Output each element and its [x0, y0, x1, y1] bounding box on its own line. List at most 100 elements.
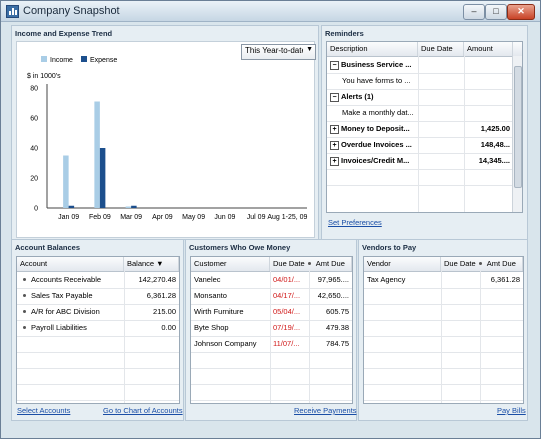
customer-row[interactable]: Wirth Furniture 05/04/... 605.75	[191, 304, 352, 321]
reminder-row[interactable]: − Business Service ...	[327, 57, 522, 74]
reminder-due-date	[418, 137, 464, 153]
panel-title: Vendors to Pay	[362, 243, 417, 252]
grid-header: Description Due Date Amount	[327, 42, 522, 57]
amt-due-label: Amt Due	[486, 259, 516, 268]
bar-income-2	[125, 206, 132, 208]
reminder-amount-text: 148,48...	[480, 140, 510, 149]
expand-icon[interactable]: +	[330, 124, 339, 134]
vendor-name: Tax Agency	[364, 272, 441, 288]
reminder-row[interactable]: You have forms to ...	[327, 73, 522, 90]
reminder-amount	[464, 89, 513, 105]
x-tick-label: Jun 09	[214, 214, 235, 221]
account-row[interactable]: Sales Tax Payable 6,361.28	[17, 288, 179, 305]
pay-bills-link[interactable]: Pay Bills	[497, 406, 526, 415]
col-due-date[interactable]: Due Date	[418, 42, 464, 56]
bar-expense-1	[99, 148, 106, 208]
maximize-button[interactable]: □	[485, 4, 507, 20]
grid-header: Customer Due Date Amt Due	[191, 257, 352, 272]
col-vendor[interactable]: Vendor	[364, 257, 441, 271]
account-row[interactable]: Accounts Receivable 142,270.48	[17, 272, 179, 289]
expand-icon[interactable]: +	[330, 156, 339, 166]
customer-name: Vanelec	[191, 272, 270, 288]
col-balance[interactable]: Balance ▼	[124, 257, 179, 271]
account-row[interactable]: Payroll Liabilities 0.00	[17, 320, 179, 337]
reminder-amount-text: 14,345....	[478, 156, 510, 165]
x-tick-label: Feb 09	[89, 214, 111, 221]
collapse-icon[interactable]: −	[330, 60, 339, 70]
reminder-row[interactable]: Make a monthly dat...	[327, 105, 522, 122]
bar-income-1	[94, 101, 100, 208]
reminders-scrollbar[interactable]	[512, 56, 522, 212]
customer-name-text: Johnson Company	[194, 339, 257, 348]
sort-dot-icon	[307, 262, 311, 266]
set-preferences-link[interactable]: Set Preferences	[328, 218, 382, 227]
vendor-row	[364, 384, 523, 401]
scroll-thumb[interactable]	[514, 66, 522, 188]
account-row	[17, 352, 179, 369]
vendors-grid: Vendor Due Date Amt Due Tax Agency 6,361.2…	[363, 256, 524, 404]
customer-amt-due-text: 784.75	[326, 339, 349, 348]
minimize-button[interactable]: –	[463, 4, 485, 20]
income-expense-chart: Income Expense $ in 1000's 80 60 40 20 0 Jan 09 F…	[16, 41, 315, 238]
customer-name-text: Monsanto	[194, 291, 227, 300]
col-due-amt[interactable]: Due Date Amt Due	[441, 257, 523, 271]
select-accounts-link[interactable]: Select Accounts	[17, 406, 71, 415]
col-account[interactable]: Account	[17, 257, 124, 271]
receive-payments-link[interactable]: Receive Payments	[294, 406, 357, 415]
customer-row	[191, 352, 352, 369]
reminder-due-date	[418, 121, 464, 137]
y-tick-label: 20	[30, 176, 38, 183]
reminder-due-date	[418, 73, 464, 89]
reminder-row[interactable]: + Money to Deposit... 1,425.00	[327, 121, 522, 138]
account-row[interactable]: A/R for ABC Division 215.00	[17, 304, 179, 321]
customer-name: Monsanto	[191, 288, 270, 304]
customer-row[interactable]: Vanelec 04/01/... 97,965....	[191, 272, 352, 289]
vendor-row	[364, 304, 523, 321]
panel-title: Customers Who Owe Money	[189, 243, 291, 252]
vendor-row[interactable]: Tax Agency 6,361.28	[364, 272, 523, 289]
customer-row	[191, 368, 352, 385]
panel-title: Account Balances	[15, 243, 81, 252]
col-customer[interactable]: Customer	[191, 257, 270, 271]
customer-due-date: 04/01/...	[270, 272, 309, 288]
x-tick-label: Jan 09	[58, 214, 79, 221]
legend-label-expense: Expense	[90, 57, 117, 64]
bar-expense-2	[131, 205, 137, 208]
due-date-label: Due Date	[273, 259, 305, 268]
close-button[interactable]: ✕	[507, 4, 535, 20]
vendor-due-date	[441, 272, 480, 288]
customer-due-date: 04/17/...	[270, 288, 309, 304]
period-dropdown[interactable]: This Year-to-date ▼	[241, 44, 316, 60]
account-balance-text: 142,270.48	[138, 275, 176, 284]
vendor-amt-due-text: 6,361.28	[490, 275, 520, 284]
period-value: This Year-to-date	[245, 46, 303, 55]
title-bar[interactable]: Company Snapshot – □ ✕	[1, 1, 540, 22]
customers-owe-panel: Customers Who Owe Money Customer Due Dat…	[185, 239, 357, 421]
col-description[interactable]: Description	[327, 42, 418, 56]
account-name: A/R for ABC Division	[17, 304, 124, 320]
reminder-description: − Business Service ...	[327, 57, 418, 73]
reminder-row[interactable]: − Alerts (1)	[327, 89, 522, 106]
customer-row[interactable]: Monsanto 04/17/... 42,650....	[191, 288, 352, 305]
customer-row[interactable]: Johnson Company 11/07/... 784.75	[191, 336, 352, 353]
chart-of-accounts-link[interactable]: Go to Chart of Accounts	[103, 406, 183, 415]
reminder-row[interactable]: + Invoices/Credit M... 14,345....	[327, 153, 522, 170]
customer-row	[191, 384, 352, 401]
col-due-amt[interactable]: Due Date Amt Due	[270, 257, 352, 271]
reminder-row[interactable]: + Overdue Invoices ... 148,48...	[327, 137, 522, 154]
bar-expense-0	[68, 205, 75, 208]
customer-row[interactable]: Byte Shop 07/19/... 479.38	[191, 320, 352, 337]
col-amount[interactable]: Amount	[464, 42, 513, 56]
reminder-description-text: Overdue Invoices ...	[341, 140, 412, 149]
collapse-icon[interactable]: −	[330, 92, 339, 102]
expand-icon[interactable]: +	[330, 140, 339, 150]
x-tick-label: Aug 1-25, 09	[267, 214, 307, 221]
account-balance-text: 215.00	[153, 307, 176, 316]
chart-svg: Income Expense $ in 1000's 80 60 40 20 0 Jan 09 F…	[27, 56, 308, 221]
vendor-name-text: Tax Agency	[367, 275, 406, 284]
legend-label-income: Income	[50, 57, 73, 64]
vendor-row	[364, 320, 523, 337]
reminder-due-date	[418, 57, 464, 73]
account-balance: 215.00	[124, 304, 179, 320]
